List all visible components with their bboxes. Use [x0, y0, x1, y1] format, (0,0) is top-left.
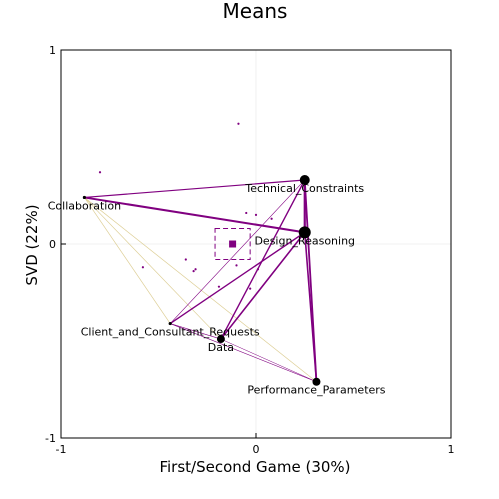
unit-point — [256, 268, 260, 271]
unit-point — [235, 264, 238, 267]
y-tick-label: 1 — [49, 44, 56, 57]
unit-point — [237, 122, 240, 125]
y-axis-label: SVD (22%) — [23, 204, 41, 285]
unit-points — [98, 122, 273, 290]
network-edges — [83, 178, 318, 383]
network-node — [312, 377, 321, 386]
y-tick-label: -1 — [45, 432, 56, 445]
node-labels: Technical_Constraints Design_Reasoning Col… — [48, 182, 386, 397]
node-label: Collaboration — [48, 199, 121, 212]
network-node — [298, 226, 311, 239]
network-nodes — [82, 174, 321, 386]
network-edge — [83, 196, 306, 234]
node-label: Client_and_Consultant_Requests — [81, 326, 260, 339]
network-node — [299, 174, 310, 185]
unit-point — [217, 285, 221, 288]
faint-edge — [84, 197, 222, 340]
unit-point — [98, 171, 102, 174]
faint-edge — [84, 197, 171, 324]
network-node — [82, 195, 86, 200]
network-edge — [220, 231, 306, 340]
x-tick-label: 1 — [448, 443, 455, 456]
network-edge — [303, 231, 318, 383]
node-label: Technical_Constraints — [244, 182, 364, 195]
network-edge — [169, 323, 317, 383]
x-tick-label: 0 — [253, 443, 260, 456]
unit-point — [194, 268, 197, 271]
network-edge — [220, 179, 306, 340]
unit-point — [254, 213, 258, 216]
node-label: Design_Reasoning — [254, 234, 355, 247]
node-label: Data — [208, 341, 234, 354]
network-edge — [169, 179, 306, 324]
unit-point — [270, 217, 273, 220]
network-edge — [169, 323, 222, 340]
faint-edge — [84, 197, 317, 383]
network-node — [168, 321, 172, 326]
x-axis-label: First/Second Game (30%) — [159, 458, 350, 476]
node-label: Performance_Parameters — [247, 384, 385, 397]
mean-marker-group — [214, 227, 251, 261]
network-node — [216, 335, 225, 344]
unit-point — [192, 270, 195, 273]
unit-point — [184, 258, 187, 261]
x-tick-label: -1 — [56, 443, 67, 456]
unit-point — [249, 287, 252, 290]
unit-point — [141, 266, 144, 269]
network-edge — [220, 338, 317, 382]
chart-title: Means — [223, 0, 288, 23]
mean-marker — [229, 240, 237, 248]
unit-point — [245, 211, 248, 215]
axis-ticks: -1 0 1 -1 0 1 — [45, 44, 454, 456]
y-tick-label: 0 — [49, 238, 56, 251]
network-edge — [83, 179, 306, 199]
network-edge — [169, 231, 306, 325]
mean-confidence-box — [214, 227, 251, 261]
